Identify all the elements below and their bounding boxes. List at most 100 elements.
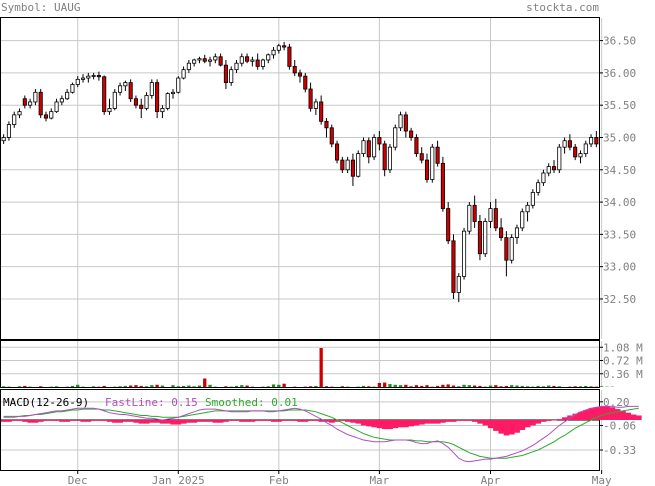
macd-hist-bar	[149, 420, 155, 423]
macd-hist-bar	[366, 420, 372, 427]
volume-bar	[208, 384, 212, 387]
candle-body	[70, 84, 75, 93]
macd-hist-bar	[90, 420, 97, 421]
candle-body	[541, 172, 546, 184]
candle-body	[17, 111, 22, 116]
candle-body	[65, 91, 70, 100]
volume-bar	[504, 385, 509, 387]
volume-bar	[54, 386, 59, 387]
volume-bar	[536, 385, 540, 387]
candle-body	[520, 211, 525, 229]
candle-body	[282, 45, 287, 48]
volume-bar	[525, 386, 530, 387]
candle-body	[102, 76, 107, 113]
candle-body	[467, 204, 472, 232]
macd-hist-bar	[577, 411, 584, 420]
macd-hist-bar	[471, 420, 478, 422]
macd-hist-bar	[53, 420, 60, 421]
macd-hist-bar	[75, 420, 81, 421]
price-tick-label: 36.50	[603, 35, 636, 48]
macd-hist-bar	[408, 420, 415, 427]
macd-hist-bar	[223, 420, 229, 422]
candle-body	[419, 153, 424, 161]
price-tick-label: 32.50	[603, 293, 636, 306]
macd-hist-bar	[302, 420, 309, 422]
macd-hist-bar	[551, 420, 557, 421]
volume-bar	[578, 386, 583, 387]
candle-body	[80, 77, 86, 80]
panel-frames	[0, 17, 600, 471]
volume-bar	[393, 384, 397, 387]
macd-hist-bar	[244, 420, 251, 422]
candle-body	[192, 59, 197, 64]
fast-line	[3, 405, 639, 463]
candle-body	[514, 227, 520, 238]
volume-bar	[197, 385, 202, 387]
macd-hist-bar	[286, 420, 293, 421]
candle-body	[430, 146, 435, 180]
date-tick-label: Jan 2025	[152, 474, 205, 486]
macd-hist-bar	[456, 420, 462, 421]
macd-hist-bar	[609, 407, 616, 420]
volume-bar	[282, 383, 286, 387]
candle-body	[525, 204, 530, 213]
volume-bar	[584, 385, 588, 387]
volume-axis: 1.08 M0.72 M0.36 M	[599, 341, 643, 381]
site-link[interactable]: stockta.com	[526, 1, 599, 14]
grid	[1, 18, 603, 470]
macd-hist-bar	[371, 420, 378, 428]
volume-bar	[462, 384, 466, 387]
macd-hist-bar	[297, 420, 303, 422]
macd-hist-bar	[429, 420, 436, 424]
macd-hist-bar	[509, 420, 515, 435]
candle-body	[308, 88, 313, 109]
macd-hist-bar	[159, 420, 166, 424]
candle-body	[139, 104, 144, 109]
macd-hist-bar	[38, 420, 44, 422]
volume-bar	[187, 385, 191, 387]
candle-body	[6, 124, 11, 138]
macd-hist-bar	[281, 420, 288, 421]
price-tick-label: 35.50	[603, 99, 636, 112]
macd-hist-bar	[376, 420, 383, 429]
volume-bar	[467, 385, 471, 387]
macd-hist-bar	[27, 420, 34, 423]
candle-body	[266, 54, 271, 61]
macd-hist-bar	[16, 420, 23, 421]
macd-hist-bar	[477, 420, 483, 424]
macd-hist-bar	[482, 420, 489, 426]
macd-hist-bar	[350, 420, 356, 423]
price-tick-label: 35.00	[603, 131, 636, 144]
volume-bar	[494, 385, 498, 387]
volume-bar	[224, 386, 228, 387]
volume-bar	[271, 384, 276, 387]
macd-hist-bar	[382, 420, 388, 430]
macd-hist-bar	[22, 420, 28, 422]
macd-hist-bar	[207, 420, 213, 422]
price-axis: 36.50 36.00 35.50 35.00 34.50 34.00 33.50 33.00…	[599, 35, 636, 306]
macd-hist-bar	[339, 420, 346, 421]
candle-body	[562, 140, 567, 148]
macd-hist-bar	[196, 420, 203, 422]
volume-bar	[573, 386, 577, 387]
candle-body	[38, 91, 43, 116]
volume-bar	[139, 385, 143, 387]
macd-hist-bar	[307, 420, 314, 421]
macd-tick-label: 0.20	[603, 396, 630, 409]
macd-hist-bar	[323, 420, 330, 422]
macd-hist-bar	[180, 420, 187, 424]
volume-bar	[340, 386, 344, 387]
macd-hist-bar	[450, 420, 457, 422]
volume-bar	[404, 384, 408, 387]
candle-body	[165, 93, 170, 109]
macd-hist-bar	[191, 420, 198, 423]
macd-hist-bar	[112, 420, 118, 423]
smoothed-line	[3, 407, 639, 459]
candle-body	[112, 91, 117, 109]
volume-bar	[361, 385, 366, 387]
macd-hist-bar	[556, 419, 563, 420]
macd-hist-bar	[249, 420, 256, 422]
price-tick-label: 33.50	[603, 228, 636, 241]
candle-body	[393, 127, 398, 148]
